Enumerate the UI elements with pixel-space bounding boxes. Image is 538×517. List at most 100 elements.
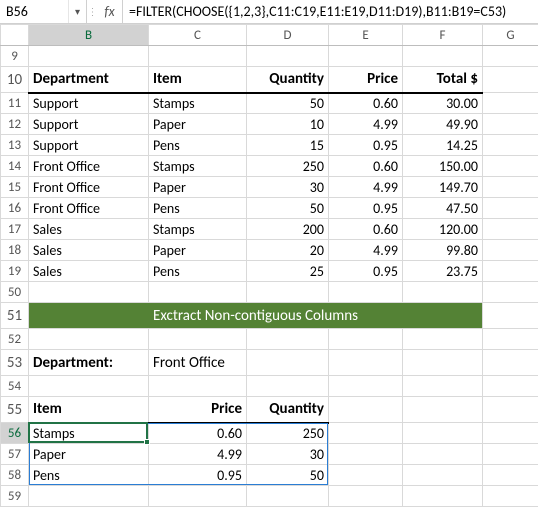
result-price: 0.60 bbox=[149, 424, 246, 444]
cell-qty: 50 bbox=[247, 198, 328, 218]
row-55[interactable]: 55 Item Price Quantity bbox=[1, 397, 538, 423]
result-qty: 250 bbox=[247, 424, 328, 444]
grid-table[interactable]: B C D E F G 9 10 Department Item Quantit… bbox=[0, 24, 538, 507]
col-header-F[interactable]: F bbox=[403, 25, 483, 46]
col-header-D[interactable]: D bbox=[247, 25, 329, 46]
row-header[interactable]: 18 bbox=[1, 240, 29, 261]
row-header[interactable]: 50 bbox=[1, 282, 29, 303]
cell-item: Paper bbox=[149, 240, 246, 260]
worksheet[interactable]: B C D E F G 9 10 Department Item Quantit… bbox=[0, 24, 538, 507]
cell-item: Stamps bbox=[149, 219, 246, 239]
col-header-C[interactable]: C bbox=[149, 25, 247, 46]
row-57[interactable]: 57 Paper 4.99 30 bbox=[1, 444, 538, 465]
cell-total: 150.00 bbox=[403, 156, 482, 176]
result-price: 4.99 bbox=[149, 444, 246, 464]
row-54[interactable]: 54 bbox=[1, 376, 538, 397]
cell-total: 149.70 bbox=[403, 177, 482, 197]
name-box[interactable] bbox=[0, 0, 68, 23]
row-14[interactable]: 14 Front Office Stamps 250 0.60 150.00 bbox=[1, 156, 538, 177]
cell-dept: Sales bbox=[29, 261, 148, 281]
hdr-quantity: Quantity bbox=[247, 67, 328, 92]
result-item: Paper bbox=[29, 444, 148, 464]
row-header[interactable]: 58 bbox=[1, 465, 29, 486]
hdr-item: Item bbox=[149, 67, 246, 92]
row-header[interactable]: 9 bbox=[1, 46, 29, 67]
row-53[interactable]: 53 Department: Front Office bbox=[1, 350, 538, 376]
cell-dept: Sales bbox=[29, 219, 148, 239]
row-header[interactable]: 16 bbox=[1, 198, 29, 219]
cell-total: 120.00 bbox=[403, 219, 482, 239]
cell-item: Paper bbox=[149, 177, 246, 197]
row-10[interactable]: 10 Department Item Quantity Price Total … bbox=[1, 67, 538, 93]
col-header-B[interactable]: B bbox=[29, 25, 149, 46]
cell-dept: Support bbox=[29, 94, 148, 114]
row-header[interactable]: 15 bbox=[1, 177, 29, 198]
row-header[interactable]: 14 bbox=[1, 156, 29, 177]
row-9[interactable]: 9 bbox=[1, 46, 538, 67]
row-header[interactable]: 19 bbox=[1, 261, 29, 282]
cell-dept: Sales bbox=[29, 240, 148, 260]
row-header[interactable]: 12 bbox=[1, 114, 29, 135]
name-box-dropdown-icon[interactable]: ▾ bbox=[68, 0, 86, 23]
row-52[interactable]: 52 bbox=[1, 329, 538, 350]
cell-dept: Front Office bbox=[29, 198, 148, 218]
row-56[interactable]: 56 Stamps 0.60 250 bbox=[1, 423, 538, 444]
row-19[interactable]: 19 Sales Pens 25 0.95 23.75 bbox=[1, 261, 538, 282]
col-header-E[interactable]: E bbox=[329, 25, 403, 46]
cell-total: 99.80 bbox=[403, 240, 482, 260]
row-58[interactable]: 58 Pens 0.95 50 bbox=[1, 465, 538, 486]
row-50[interactable]: 50 bbox=[1, 282, 538, 303]
cell-qty: 50 bbox=[247, 94, 328, 114]
result-item: Pens bbox=[29, 465, 148, 485]
cell-dept: Front Office bbox=[29, 156, 148, 176]
hdr2-item: Item bbox=[29, 397, 148, 422]
cell-total: 14.25 bbox=[403, 135, 482, 155]
result-qty: 30 bbox=[247, 444, 328, 464]
row-15[interactable]: 15 Front Office Paper 30 4.99 149.70 bbox=[1, 177, 538, 198]
cell-dept: Support bbox=[29, 114, 148, 134]
row-17[interactable]: 17 Sales Stamps 200 0.60 120.00 bbox=[1, 219, 538, 240]
row-11[interactable]: 11 Support Stamps 50 0.60 30.00 bbox=[1, 93, 538, 114]
row-18[interactable]: 18 Sales Paper 20 4.99 99.80 bbox=[1, 240, 538, 261]
cell-price: 0.95 bbox=[329, 135, 402, 155]
row-51[interactable]: 51 Exctract Non-contiguous Columns bbox=[1, 303, 538, 329]
filter-dept-value: Front Office bbox=[149, 350, 246, 375]
cell-price: 0.60 bbox=[329, 219, 402, 239]
formula-bar-separator: ⋮ bbox=[87, 0, 97, 23]
column-header-row[interactable]: B C D E F G bbox=[1, 25, 538, 46]
formula-bar: ▾ ⋮ fx bbox=[0, 0, 538, 24]
fx-icon[interactable]: fx bbox=[97, 0, 123, 23]
row-header[interactable]: 54 bbox=[1, 376, 29, 397]
select-all-corner[interactable] bbox=[1, 25, 29, 46]
row-header[interactable]: 53 bbox=[1, 350, 29, 376]
formula-input[interactable] bbox=[123, 0, 538, 23]
cell-item: Paper bbox=[149, 114, 246, 134]
cell-total: 30.00 bbox=[403, 94, 482, 114]
row-header[interactable]: 11 bbox=[1, 93, 29, 114]
row-header[interactable]: 57 bbox=[1, 444, 29, 465]
row-16[interactable]: 16 Front Office Pens 50 0.95 47.50 bbox=[1, 198, 538, 219]
row-header[interactable]: 55 bbox=[1, 397, 29, 423]
cell-item: Stamps bbox=[149, 156, 246, 176]
row-59[interactable]: 59 bbox=[1, 486, 538, 507]
cell-price: 0.60 bbox=[329, 94, 402, 114]
cell-price: 4.99 bbox=[329, 114, 402, 134]
row-header[interactable]: 52 bbox=[1, 329, 29, 350]
result-item: Stamps bbox=[29, 424, 148, 444]
cell-price: 4.99 bbox=[329, 177, 402, 197]
cell-price: 0.95 bbox=[329, 198, 402, 218]
row-header[interactable]: 13 bbox=[1, 135, 29, 156]
row-13[interactable]: 13 Support Pens 15 0.95 14.25 bbox=[1, 135, 538, 156]
row-header[interactable]: 51 bbox=[1, 303, 29, 329]
row-header[interactable]: 17 bbox=[1, 219, 29, 240]
result-qty: 50 bbox=[247, 465, 328, 485]
row-12[interactable]: 12 Support Paper 10 4.99 49.90 bbox=[1, 114, 538, 135]
cell-item: Pens bbox=[149, 261, 246, 281]
cell-qty: 30 bbox=[247, 177, 328, 197]
cell-item: Pens bbox=[149, 198, 246, 218]
row-header[interactable]: 59 bbox=[1, 486, 29, 507]
hdr-total: Total $ bbox=[403, 67, 482, 92]
row-header[interactable]: 56 bbox=[1, 423, 29, 444]
row-header[interactable]: 10 bbox=[1, 67, 29, 93]
col-header-G[interactable]: G bbox=[483, 25, 538, 46]
